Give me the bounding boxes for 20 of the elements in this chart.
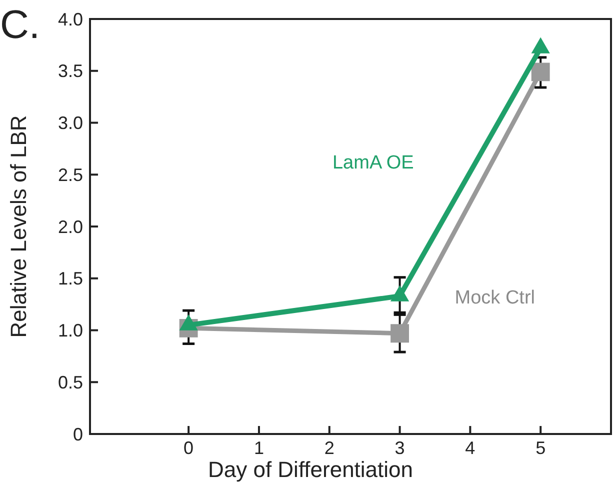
x-axis-title: Day of Differentiation: [208, 457, 414, 482]
y-tick-label: 2.5: [58, 164, 83, 185]
y-tick-label: 3.0: [58, 113, 83, 134]
x-tick-label: 2: [324, 438, 334, 458]
y-tick-label: 1.0: [58, 320, 83, 341]
series-label: Mock Ctrl: [454, 287, 536, 308]
y-tick-label: 3.5: [58, 61, 83, 82]
x-tick-label: 4: [465, 438, 476, 458]
x-tick-label: 5: [536, 438, 546, 458]
x-tick-label: 1: [254, 438, 264, 458]
y-tick-label: 4.0: [58, 9, 83, 30]
y-tick-label: 2.0: [58, 216, 83, 237]
text: LamA OE: [332, 152, 414, 174]
y-tick-label: 0: [72, 424, 83, 444]
y-tick-label: 1.5: [58, 268, 83, 289]
x-tick-label: 0: [184, 438, 194, 458]
y-axis-title: Relative Levels of LBR: [6, 115, 31, 338]
x-tick-label: 3: [394, 438, 405, 458]
y-tick-label: 0.5: [58, 372, 83, 392]
text: C.: [0, 3, 40, 47]
